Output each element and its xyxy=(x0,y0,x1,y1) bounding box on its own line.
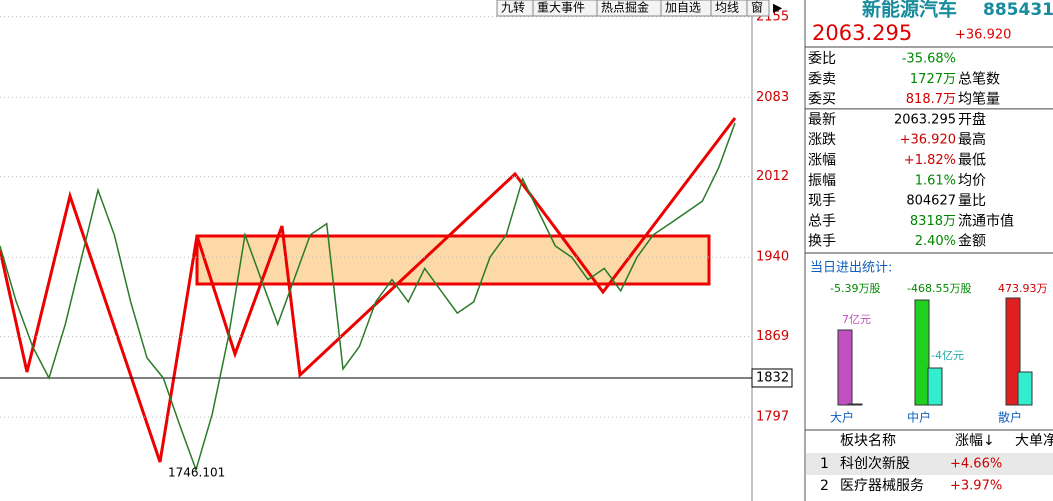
marker-box xyxy=(751,368,793,388)
flow-name: 大户 xyxy=(830,410,854,425)
row-label2: 均价 xyxy=(958,173,986,189)
row-label: 涨幅 xyxy=(808,153,836,169)
row-highlight xyxy=(806,453,1053,475)
marker-label: 1832 xyxy=(756,370,789,385)
table-cell[interactable]: 医疗器械服务 xyxy=(840,478,924,494)
row-value: +36.920 xyxy=(900,133,956,148)
table-header: 涨幅↓ xyxy=(955,433,995,449)
y-tick-label: 1869 xyxy=(756,329,789,344)
row-value: 804627 xyxy=(906,194,956,209)
row-value: -35.68% xyxy=(902,52,956,67)
toolbar-label[interactable]: 热点掘金 xyxy=(601,0,649,15)
toolbar-label[interactable]: 重大事件 xyxy=(537,1,585,15)
toolbar-arrow[interactable]: ▶ xyxy=(773,1,783,15)
y-tick-label: 2083 xyxy=(756,90,789,105)
row-value: +1.82% xyxy=(904,153,956,168)
row-label: 委买 xyxy=(808,92,836,108)
row-label: 委卖 xyxy=(808,71,836,87)
flow-bar xyxy=(837,329,853,406)
row-label: 振幅 xyxy=(808,173,836,189)
flow-amount: 7亿元 xyxy=(842,313,871,326)
toolbar-button[interactable] xyxy=(746,0,770,17)
flow-volume: 473.93万 xyxy=(998,282,1048,295)
toolbar-label[interactable]: 窗 xyxy=(751,1,763,15)
flow-name: 散户 xyxy=(998,410,1022,425)
flow-volume: -5.39万股 xyxy=(830,282,880,295)
row-label2: 最高 xyxy=(958,131,986,148)
row-label2: 量比 xyxy=(958,193,986,209)
table-cell[interactable]: +4.66% xyxy=(950,457,1002,472)
row-label2: 流通市值 xyxy=(958,212,1014,229)
flow-bar xyxy=(1005,297,1021,406)
quote-code: 885431 xyxy=(983,0,1053,20)
row-label: 最新 xyxy=(808,112,836,128)
row-label: 换手 xyxy=(808,233,836,250)
flow-title: 当日进出统计: xyxy=(810,261,892,276)
y-tick-label: 1797 xyxy=(756,410,789,425)
table-cell[interactable]: 2 xyxy=(820,478,829,494)
flow-bar-small xyxy=(847,403,863,406)
table-cell[interactable]: +3.97% xyxy=(950,479,1002,494)
row-label: 委比 xyxy=(808,51,836,67)
y-tick-label: 1940 xyxy=(756,250,789,265)
row-label: 现手 xyxy=(808,193,836,209)
row-label2: 开盘 xyxy=(958,111,986,128)
row-value: 1.61% xyxy=(915,173,956,188)
price-line xyxy=(0,122,736,473)
flow-volume: -468.55万股 xyxy=(907,282,971,295)
row-value: 2063.295 xyxy=(894,112,956,127)
toolbar-label[interactable]: 九转 xyxy=(501,0,525,15)
row-value: 1727万 xyxy=(910,72,956,87)
low-label: 1746.101 xyxy=(168,466,225,480)
flow-bar xyxy=(914,299,930,406)
y-tick-label: 2012 xyxy=(756,169,789,184)
table-header: 大单净 xyxy=(1015,433,1053,449)
row-value: 818.7万 xyxy=(906,92,956,107)
row-label: 总手 xyxy=(808,213,836,229)
flow-bar-small xyxy=(1017,371,1033,406)
row-label2: 总笔数 xyxy=(958,71,1000,87)
quote-change: +36.920 xyxy=(955,28,1011,43)
row-label2: 最低 xyxy=(958,153,986,169)
flow-bar-small xyxy=(927,367,943,406)
flow-amount: -4亿元 xyxy=(931,349,964,362)
toolbar-label[interactable]: 均线 xyxy=(715,1,739,15)
table-cell[interactable]: 1 xyxy=(820,456,829,472)
row-value: 8318万 xyxy=(910,214,956,229)
trend-lines xyxy=(0,117,737,463)
row-value: 2.40% xyxy=(915,234,956,249)
row-label2: 金额 xyxy=(958,234,986,250)
row-label2: 均笔量 xyxy=(958,92,1000,108)
table-cell[interactable]: 科创次新股 xyxy=(840,456,910,472)
flow-name: 中户 xyxy=(907,410,931,425)
toolbar-label[interactable]: 加自选 xyxy=(665,1,701,15)
quote-name: 新能源汽车 xyxy=(862,0,957,21)
quote-price: 2063.295 xyxy=(812,21,912,45)
range-box xyxy=(195,234,711,286)
table-header: 板块名称 xyxy=(840,433,896,449)
row-label: 涨跌 xyxy=(808,132,836,148)
